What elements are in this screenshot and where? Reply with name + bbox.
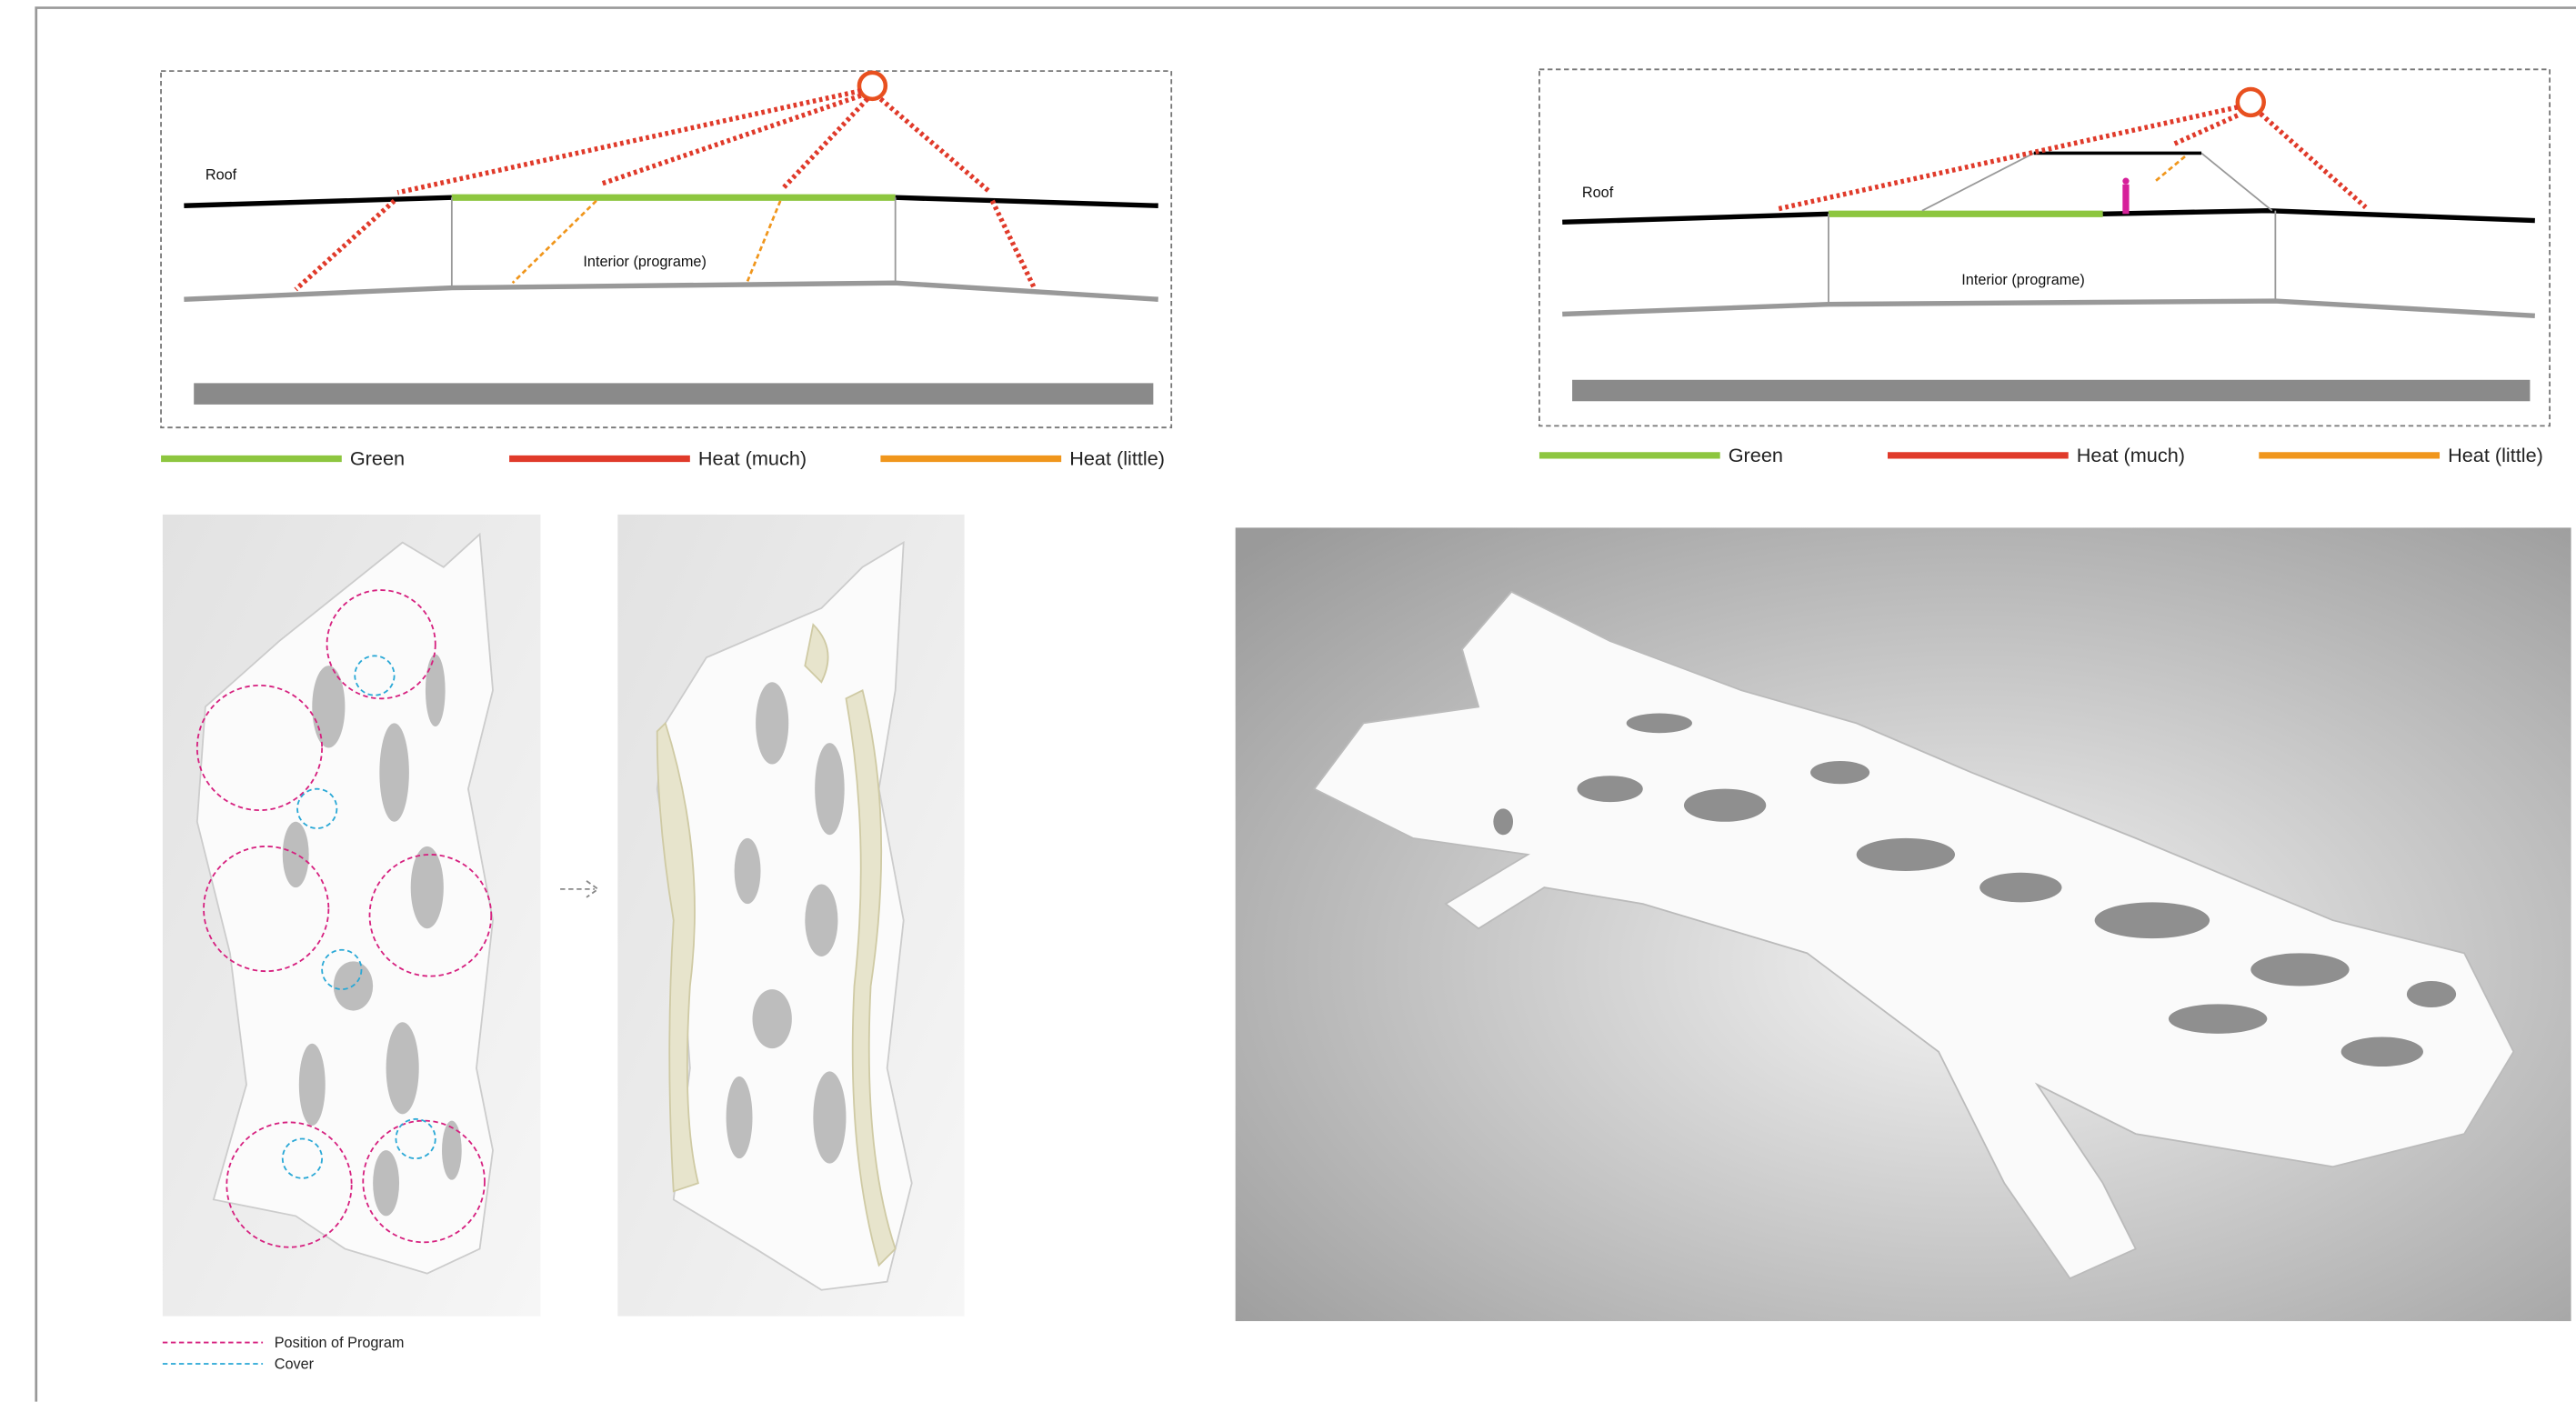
little-heat-ray: [2154, 155, 2186, 183]
ground: [194, 383, 1154, 405]
canopy-strut: [2200, 152, 2273, 212]
legend-label: Green: [350, 447, 405, 470]
plan-legend: Position of Program Cover: [162, 1335, 405, 1372]
openings: [726, 682, 847, 1164]
sun: [2235, 86, 2266, 118]
diagram-border: [1539, 68, 2551, 427]
floor: [184, 280, 1158, 302]
heat-rays: [1777, 105, 2368, 212]
sun: [857, 70, 888, 102]
roof: [2102, 207, 2535, 224]
interior-label: Interior (programe): [1961, 272, 2084, 288]
floor: [1562, 298, 2535, 319]
legend-label: Green: [1729, 444, 1783, 466]
frame: [35, 6, 2576, 1402]
plan-render-2: [617, 514, 965, 1317]
heat-rays: [294, 88, 1037, 292]
roof-label: Roof: [205, 166, 237, 183]
roof-label: Roof: [1582, 185, 1614, 201]
canopy-strut: [1921, 152, 2035, 212]
ground: [1572, 379, 2531, 402]
section-diagram-1: Roof Interior (programe) Green Heat (muc…: [160, 70, 1173, 470]
structure: [1313, 590, 2515, 1280]
cover-circles: [281, 655, 436, 1179]
legend-label: Heat (much): [698, 447, 807, 470]
structure: [195, 532, 494, 1275]
diagram-border: [160, 70, 1173, 429]
legend-label: Heat (little): [1069, 447, 1165, 470]
roof: [1562, 211, 1829, 225]
legend-label: Heat (much): [2077, 444, 2185, 466]
interior-label: Interior (programe): [583, 254, 706, 270]
legend-label: Position of Program: [275, 1335, 405, 1351]
green-areas: [656, 623, 897, 1267]
roof: [184, 195, 452, 208]
legend-label: Heat (little): [2448, 444, 2543, 466]
section-diagram-2: Roof Interior (programe) Green Heat (muc…: [1539, 68, 2551, 466]
little-heat-rays: [511, 199, 782, 285]
roof: [895, 195, 1158, 208]
arrow: [560, 880, 600, 898]
person: [2122, 177, 2130, 215]
legend-label: Cover: [275, 1356, 315, 1372]
plan-render-1: [162, 514, 541, 1317]
perspective-render: [1235, 527, 2571, 1322]
openings: [1493, 713, 2457, 1067]
